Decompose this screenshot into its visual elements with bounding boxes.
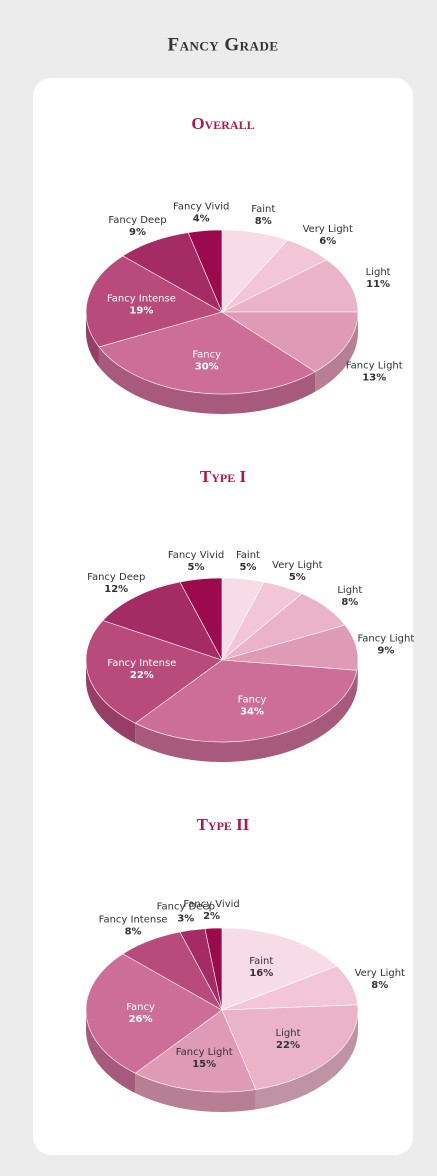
- slice-category: Fancy Deep: [87, 572, 145, 583]
- slice-value: 26%: [129, 1014, 153, 1025]
- slice-side: [315, 312, 358, 392]
- slice-category: Fancy: [192, 349, 221, 360]
- slice-category: Fancy Intense: [99, 915, 168, 926]
- slice-category: Fancy Light: [176, 1047, 233, 1058]
- slice-category: Fancy Deep: [108, 215, 166, 226]
- slice: [85, 255, 223, 348]
- slice-side: [98, 346, 316, 415]
- slice-category: Fancy: [126, 1002, 155, 1013]
- slice-category: Fancy Vivid: [173, 202, 229, 213]
- chart-title: Overall: [191, 114, 254, 133]
- slice-category: Very Light: [272, 560, 322, 571]
- slice-value: 16%: [249, 968, 273, 979]
- slice-side: [135, 670, 357, 762]
- slice-category: Fancy: [238, 695, 267, 706]
- slice-side: [86, 660, 136, 744]
- slice-value: 5%: [289, 572, 306, 583]
- page-title: Fancy Grade: [167, 34, 278, 55]
- slice-category: Fancy Intense: [107, 658, 176, 669]
- slice-value: 22%: [130, 670, 154, 681]
- slice-value: 4%: [193, 214, 210, 225]
- slice-value: 11%: [366, 279, 390, 290]
- slice-category: Fancy Deep: [157, 901, 215, 912]
- slice-category: Light: [337, 585, 362, 596]
- slice: [85, 620, 223, 724]
- slice-value: 5%: [188, 562, 205, 573]
- slice: [98, 311, 316, 395]
- slice-category: Light: [276, 1028, 301, 1039]
- slice-value: 2%: [203, 911, 220, 922]
- slice-side: [135, 1073, 256, 1112]
- slice-value: 12%: [104, 584, 128, 595]
- slice-value: 6%: [319, 236, 336, 247]
- slice-category: Light: [366, 267, 391, 278]
- slice-category: Fancy Light: [346, 361, 403, 372]
- slice-category: Very Light: [303, 224, 353, 235]
- slice-side: [255, 1010, 358, 1110]
- slice-category: Very Light: [355, 968, 405, 979]
- slice: [85, 953, 223, 1074]
- slice-value: 8%: [341, 597, 358, 608]
- slice-category: Fancy Vivid: [168, 550, 224, 561]
- slice-value: 8%: [255, 216, 272, 227]
- slice-value: 3%: [177, 913, 194, 924]
- slice: [102, 581, 223, 661]
- slice-side: [86, 1010, 136, 1094]
- slice-value: 5%: [239, 562, 256, 573]
- slice-side: [356, 660, 358, 691]
- slice-value: 9%: [129, 227, 146, 238]
- slice: [187, 229, 223, 313]
- slice-category: Fancy Vivid: [183, 899, 239, 910]
- chart-title: Type II: [197, 815, 250, 834]
- slice-value: 8%: [371, 980, 388, 991]
- slice: [221, 927, 338, 1011]
- slice: [220, 311, 359, 373]
- slice: [204, 927, 223, 1011]
- slice-category: Faint: [249, 956, 273, 967]
- slice-value: 9%: [377, 645, 394, 656]
- slice: [179, 577, 223, 661]
- slice-value: 22%: [276, 1040, 300, 1051]
- slice-value: 13%: [362, 373, 386, 384]
- slice-value: 30%: [195, 361, 219, 372]
- slice-category: Fancy Intense: [107, 293, 176, 304]
- slice-value: 34%: [240, 707, 264, 718]
- slice: [134, 659, 358, 743]
- slice-category: Faint: [236, 550, 260, 561]
- slice-category: Faint: [251, 204, 275, 215]
- slice-value: 15%: [192, 1059, 216, 1070]
- slice: [221, 259, 359, 313]
- slice-category: Fancy Light: [357, 633, 414, 644]
- slice: [134, 1009, 257, 1093]
- slice-value: 8%: [125, 927, 142, 938]
- chart-title: Type I: [200, 467, 247, 486]
- slice: [221, 1004, 359, 1090]
- slice-value: 19%: [129, 305, 153, 316]
- slice-side: [86, 312, 99, 367]
